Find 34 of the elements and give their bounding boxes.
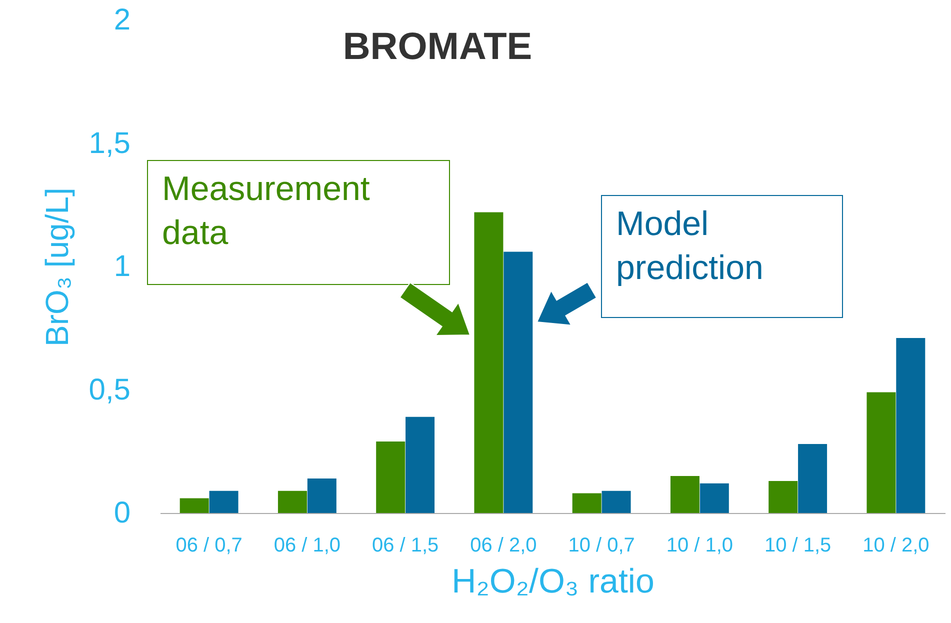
y-tick-label: 0,5 bbox=[88, 373, 130, 406]
chart-title: BROMATE bbox=[342, 26, 532, 68]
bar bbox=[209, 490, 238, 513]
bar bbox=[896, 338, 926, 513]
x-tick-label: 10 / 0,7 bbox=[568, 534, 635, 556]
bar bbox=[278, 490, 307, 513]
x-tick-label: 10 / 2,0 bbox=[862, 534, 930, 556]
y-tick-label: 0 bbox=[114, 496, 130, 530]
x-tick-label: 06 / 1,0 bbox=[274, 534, 341, 556]
bar bbox=[180, 498, 209, 513]
callout-box: Measurement data bbox=[147, 160, 450, 285]
y-tick-label: 1 bbox=[114, 250, 130, 283]
bar bbox=[504, 252, 533, 513]
callout-box: Model prediction bbox=[601, 195, 843, 318]
bar bbox=[798, 444, 828, 513]
bar bbox=[307, 478, 336, 513]
x-tick-label: 10 / 1,5 bbox=[764, 534, 832, 556]
x-tick-label: 10 / 1,0 bbox=[666, 534, 734, 556]
bar bbox=[866, 392, 896, 513]
x-tick-label: 06 / 1,5 bbox=[372, 534, 439, 556]
y-axis-title: BrO₃ [ug/L] bbox=[38, 188, 75, 346]
bar bbox=[572, 493, 602, 513]
bar bbox=[700, 483, 729, 513]
bar bbox=[376, 442, 406, 513]
x-axis-title: H₂O₂/O₃ ratio bbox=[452, 562, 654, 600]
bar bbox=[602, 490, 631, 513]
bar bbox=[768, 480, 798, 513]
y-tick-label: 2 bbox=[114, 4, 130, 36]
bar bbox=[474, 212, 504, 513]
y-tick-label: 1,5 bbox=[88, 126, 130, 160]
bar bbox=[406, 416, 435, 513]
x-tick-label: 06 / 0,7 bbox=[176, 534, 242, 556]
x-tick-label: 06 / 2,0 bbox=[470, 534, 537, 556]
bar bbox=[670, 476, 700, 513]
